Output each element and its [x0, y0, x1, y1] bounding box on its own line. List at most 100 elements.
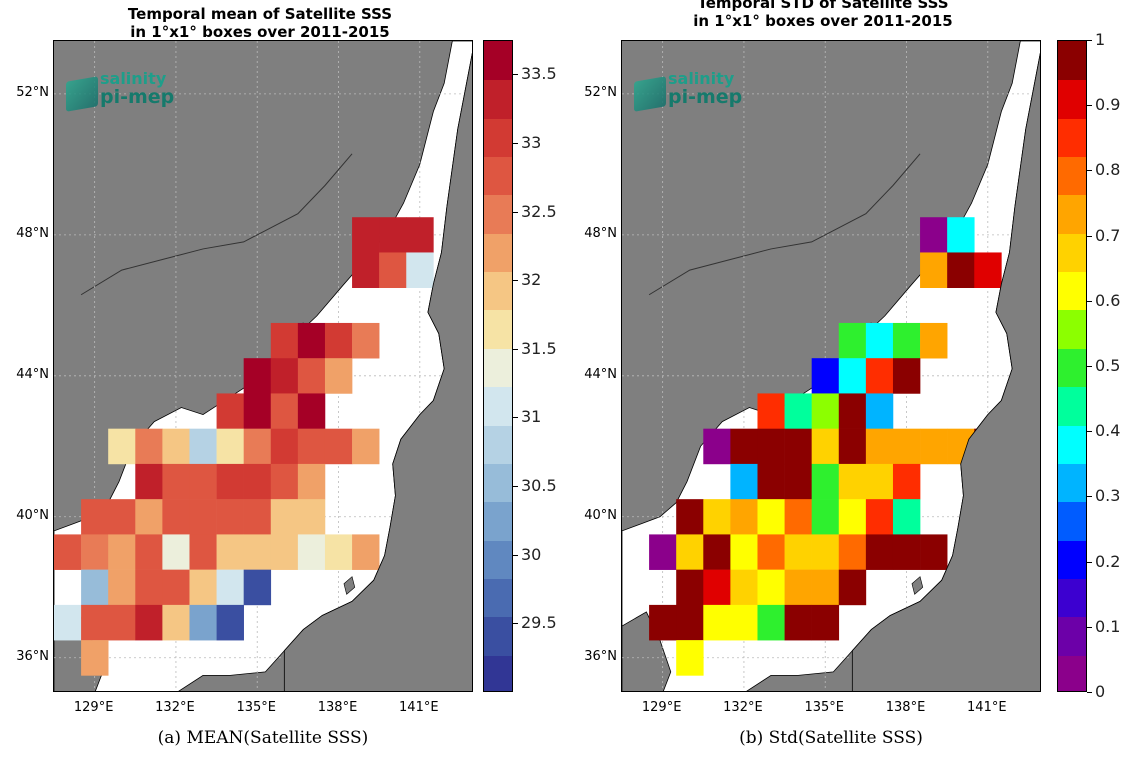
- grid-cell: [703, 534, 731, 570]
- grid-cell: [270, 534, 299, 570]
- grid-cell: [649, 604, 677, 641]
- colorbar-segment: [1058, 654, 1086, 691]
- colorbar-tick-mark: [1087, 692, 1092, 693]
- grid-cell: [811, 534, 840, 570]
- colorbar-tick-mark: [513, 348, 518, 350]
- colorbar-tick-label: 0.4: [1095, 421, 1121, 441]
- title-line-1: Temporal STD of Satellite SSS: [697, 0, 949, 12]
- colorbar-tick-mark: [513, 486, 518, 488]
- grid-cell: [108, 428, 136, 465]
- grid-cell: [135, 428, 163, 465]
- colorbar-segment: [484, 156, 512, 196]
- lon-tick-label: 135°E: [804, 700, 844, 715]
- colorbar-segment: [1058, 616, 1086, 656]
- grid-cell: [920, 322, 948, 359]
- colorbar-tick-mark: [1087, 626, 1092, 628]
- colorbar-tick-label: 1: [1095, 30, 1106, 49]
- grid-cell: [162, 428, 190, 465]
- colorbar-segment: [484, 462, 512, 503]
- grid-cell: [838, 569, 867, 606]
- grid-cell: [81, 499, 109, 535]
- colorbar-segment: [1058, 539, 1086, 579]
- grid-cell: [892, 534, 921, 570]
- colorbar-tick-label: 0.6: [1095, 290, 1121, 310]
- colorbar-tick-mark: [513, 417, 518, 419]
- lon-tick-label: 138°E: [885, 700, 926, 715]
- colorbar-tick-mark: [513, 623, 518, 625]
- lon-tick-label: 129°E: [641, 700, 682, 715]
- colorbar: [1057, 40, 1087, 692]
- panel-std: Temporal STD of Satellite SSS in 1°x1° b…: [563, 0, 1127, 760]
- grid-cell: [297, 499, 326, 535]
- grid-cell: [297, 534, 326, 570]
- grid-cell: [324, 428, 353, 465]
- grid-cell: [865, 463, 894, 500]
- grid-cell: [135, 604, 163, 641]
- colorbar-segment: [484, 309, 512, 349]
- grid-cell: [162, 604, 190, 641]
- grid-cell: [676, 640, 704, 676]
- grid-cell: [784, 499, 812, 535]
- colorbar-tick-mark: [513, 280, 518, 282]
- colorbar-tick-mark: [1087, 235, 1092, 237]
- grid-cell: [352, 534, 380, 570]
- grid-cell: [189, 569, 217, 606]
- colorbar-tick-label: 0.3: [1095, 486, 1121, 506]
- grid-cell: [243, 569, 272, 606]
- grid-cell: [135, 534, 163, 570]
- grid-cell: [297, 463, 326, 500]
- grid-cell: [297, 393, 326, 429]
- grid-cell: [379, 217, 407, 253]
- colorbar-segment: [484, 501, 512, 541]
- colorbar-segment: [484, 616, 512, 656]
- grid-cell: [838, 358, 867, 394]
- grid-cell: [757, 569, 785, 606]
- colorbar-tick-label: 31: [521, 407, 542, 427]
- grid-cell: [135, 499, 163, 535]
- lat-tick-label: 36°N: [16, 648, 49, 664]
- colorbar-segment: [1058, 194, 1086, 234]
- grid-cell: [135, 569, 163, 606]
- grid-cell: [703, 499, 731, 535]
- colorbar-tick-label: 30: [521, 544, 542, 564]
- grid-cell: [189, 428, 217, 465]
- grid-cell: [784, 393, 812, 429]
- grid-cell: [270, 393, 299, 429]
- grid-cell: [81, 640, 109, 676]
- grid-cell: [838, 463, 867, 500]
- grid-cell: [703, 604, 731, 641]
- colorbar-tick-mark: [1087, 300, 1092, 302]
- grid-cell: [947, 252, 975, 289]
- grid-cell: [54, 534, 82, 570]
- grid-cell: [243, 463, 272, 500]
- grid-cell: [135, 463, 163, 500]
- logo-mark-icon: [634, 76, 666, 112]
- colorbar-tick-mark: [1087, 170, 1092, 172]
- lat-tick-label: 48°N: [584, 225, 617, 241]
- grid-cell: [189, 534, 217, 570]
- grid-cell: [974, 252, 1002, 289]
- grid-cell: [920, 217, 948, 253]
- grid-cell: [324, 322, 353, 359]
- colorbar-tick-mark: [1087, 431, 1092, 433]
- colorbar-tick-label: 33: [521, 132, 542, 152]
- map-plot: salinity pi-mep: [53, 40, 473, 692]
- colorbar-tick-label: 29.5: [521, 613, 557, 633]
- grid-cell: [784, 428, 812, 465]
- grid-cell: [243, 428, 272, 465]
- colorbar-segment: [484, 41, 512, 81]
- grid-cell: [108, 604, 136, 641]
- grid-cell: [920, 534, 948, 570]
- colorbar-tick-mark: [1087, 561, 1092, 563]
- colorbar-tick-label: 0.2: [1095, 551, 1121, 571]
- grid-cell: [352, 428, 380, 465]
- map-svg: [54, 41, 472, 691]
- grid-cell: [757, 393, 785, 429]
- lat-tick-label: 48°N: [16, 225, 49, 241]
- colorbar-tick-mark: [1087, 40, 1092, 41]
- colorbar-tick-mark: [1087, 366, 1092, 367]
- colorbar-segment: [484, 117, 512, 158]
- colorbar-segment: [1058, 79, 1086, 119]
- colorbar-tick-label: 30.5: [521, 476, 557, 496]
- grid-cell: [730, 463, 758, 500]
